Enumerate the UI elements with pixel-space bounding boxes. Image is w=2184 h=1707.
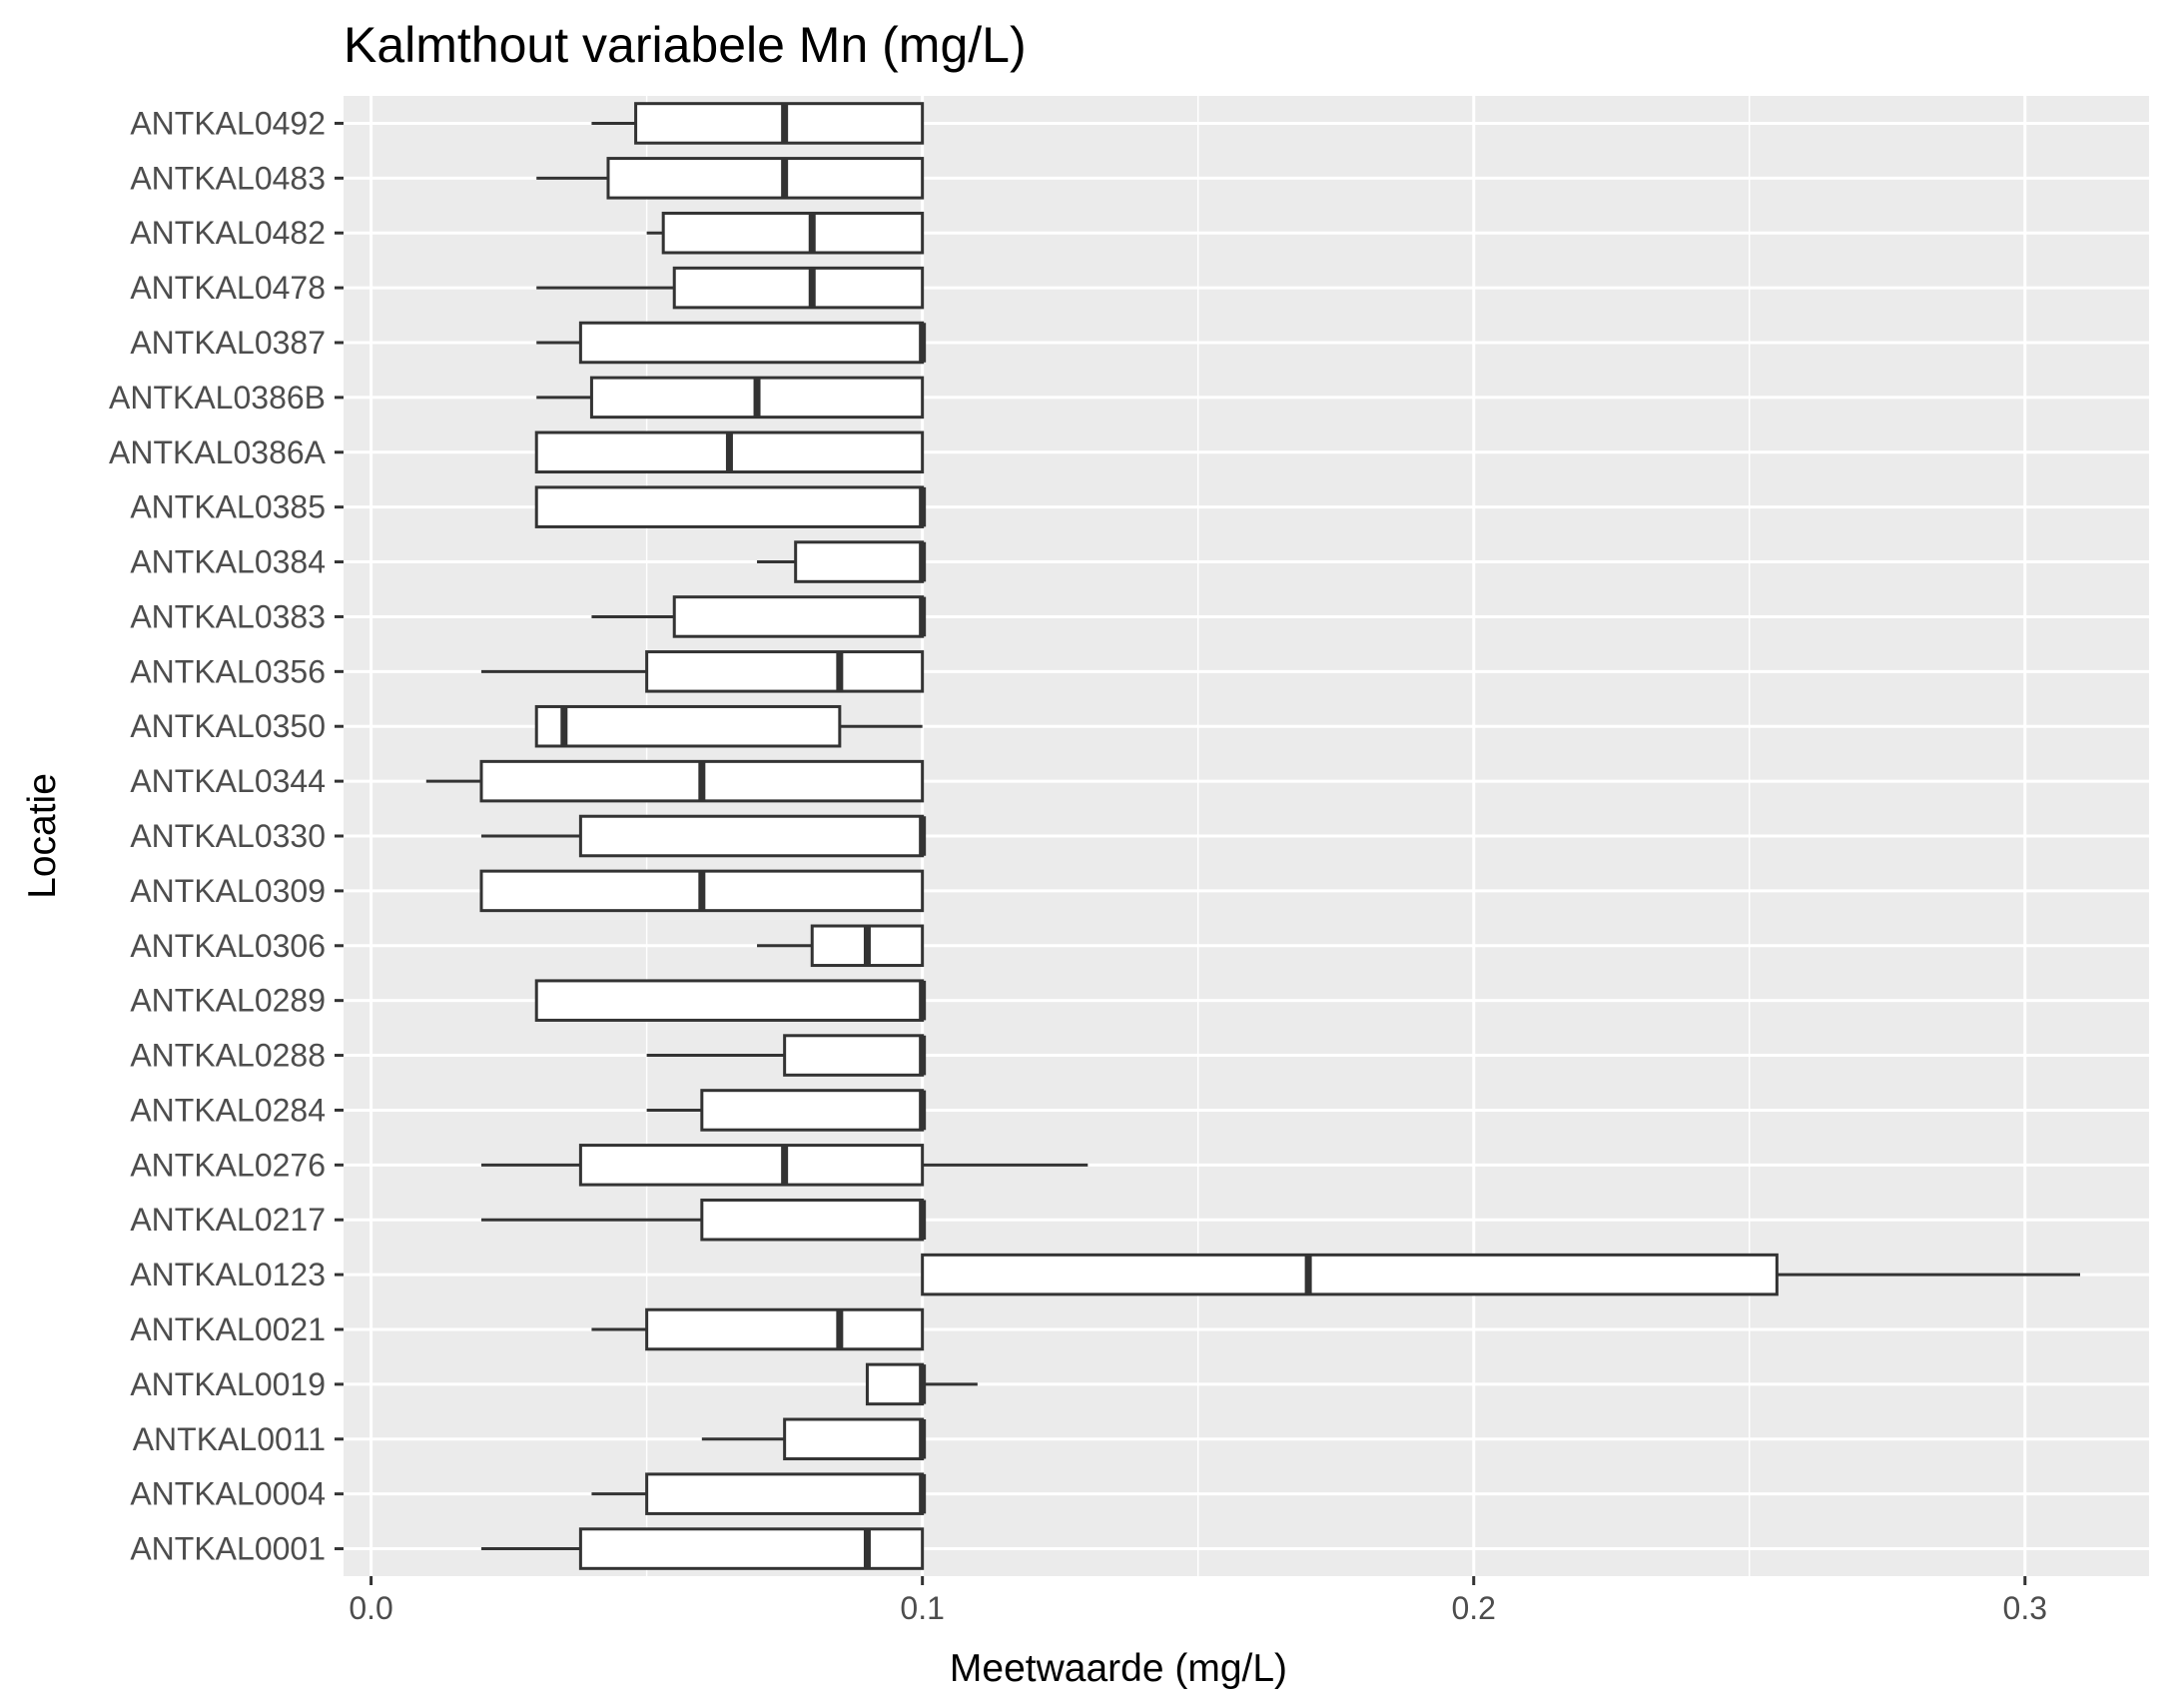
iqr-box — [578, 1144, 925, 1187]
box-ANTKAL0309 — [479, 869, 925, 913]
box-ANTKAL0021 — [591, 1307, 925, 1351]
iqr-box — [865, 1362, 925, 1406]
y-tick-label: ANTKAL0350 — [130, 708, 326, 744]
box-ANTKAL0330 — [481, 814, 927, 858]
box-ANTKAL0011 — [701, 1417, 927, 1461]
box-ANTKAL0123 — [921, 1253, 2080, 1296]
iqr-box — [634, 102, 925, 145]
y-tick-label: ANTKAL0385 — [130, 489, 326, 525]
iqr-box — [672, 266, 925, 310]
iqr-box — [783, 1417, 925, 1461]
box-ANTKAL0288 — [646, 1034, 927, 1077]
box-ANTKAL0284 — [646, 1089, 927, 1132]
chart-title: Kalmthout variabele Mn (mg/L) — [344, 17, 1027, 73]
box-ANTKAL0001 — [481, 1527, 925, 1570]
y-tick-label: ANTKAL0021 — [130, 1311, 326, 1347]
y-axis: ANTKAL0492 ANTKAL0483 ANTKAL0482 ANTKAL0478… — [109, 105, 344, 1567]
y-tick-label: ANTKAL0284 — [130, 1092, 326, 1128]
iqr-box — [700, 1089, 925, 1132]
iqr-box — [606, 157, 925, 200]
y-tick-label: ANTKAL0309 — [130, 873, 326, 909]
y-tick-label: ANTKAL0289 — [130, 983, 326, 1019]
box-ANTKAL0289 — [534, 979, 927, 1022]
iqr-box — [534, 485, 925, 528]
box-ANTKAL0019 — [865, 1362, 978, 1406]
x-axis: 0.0 0.1 0.2 0.3 — [349, 1576, 2047, 1626]
x-tick-label: 0.3 — [2003, 1590, 2047, 1626]
box-ANTKAL0385 — [534, 485, 927, 528]
iqr-box — [578, 814, 925, 858]
y-tick-label: ANTKAL0386B — [109, 380, 326, 416]
box-ANTKAL0306 — [757, 924, 925, 968]
box-ANTKAL0217 — [481, 1198, 927, 1242]
iqr-box — [578, 321, 925, 365]
box-ANTKAL0276 — [481, 1144, 1089, 1187]
y-tick-label: ANTKAL0011 — [133, 1421, 326, 1457]
y-tick-label: ANTKAL0483 — [130, 160, 326, 196]
x-tick-label: 0.2 — [1451, 1590, 1495, 1626]
iqr-box — [578, 1527, 925, 1570]
y-tick-label: ANTKAL0288 — [130, 1038, 326, 1074]
iqr-box — [700, 1198, 925, 1242]
iqr-box — [645, 1307, 925, 1351]
y-tick-label: ANTKAL0478 — [130, 270, 326, 306]
iqr-box — [794, 540, 925, 583]
x-axis-title: Meetwaarde (mg/L) — [950, 1647, 1287, 1690]
y-tick-label: ANTKAL0384 — [130, 544, 326, 580]
iqr-box — [661, 211, 925, 255]
box-ANTKAL0384 — [757, 540, 927, 583]
iqr-box — [783, 1034, 925, 1077]
box-ANTKAL0387 — [536, 321, 927, 365]
y-tick-label: ANTKAL0019 — [130, 1366, 326, 1402]
iqr-box — [672, 595, 925, 638]
y-tick-label: ANTKAL0001 — [130, 1531, 326, 1567]
y-tick-label: ANTKAL0482 — [130, 215, 326, 251]
box-ANTKAL0482 — [646, 211, 925, 255]
y-axis-title: Locatie — [21, 773, 64, 899]
boxes — [425, 102, 2080, 1570]
grid-lines — [344, 96, 2149, 1576]
y-tick-label: ANTKAL0387 — [130, 325, 326, 361]
y-tick-label: ANTKAL0276 — [130, 1147, 326, 1183]
box-ANTKAL0356 — [481, 650, 925, 693]
box-ANTKAL0492 — [591, 102, 925, 145]
box-ANTKAL0383 — [591, 595, 927, 638]
y-tick-label: ANTKAL0123 — [130, 1257, 326, 1292]
x-tick-label: 0.1 — [900, 1590, 944, 1626]
iqr-box — [534, 979, 925, 1022]
y-tick-label: ANTKAL0330 — [130, 818, 326, 854]
box-ANTKAL0344 — [425, 759, 925, 803]
y-tick-label: ANTKAL0344 — [130, 763, 326, 799]
y-tick-label: ANTKAL0217 — [130, 1202, 326, 1238]
x-tick-label: 0.0 — [349, 1590, 392, 1626]
y-tick-label: ANTKAL0306 — [130, 928, 326, 964]
iqr-box — [645, 650, 925, 693]
box-ANTKAL0004 — [591, 1472, 927, 1515]
box-ANTKAL0478 — [536, 266, 925, 310]
box-ANTKAL0386A — [534, 430, 925, 474]
iqr-box — [921, 1253, 1779, 1296]
y-tick-label: ANTKAL0386A — [109, 434, 327, 470]
box-ANTKAL0350 — [534, 704, 923, 748]
y-tick-label: ANTKAL0004 — [130, 1476, 326, 1512]
iqr-box — [534, 704, 842, 748]
box-ANTKAL0386B — [536, 376, 925, 420]
box-ANTKAL0483 — [536, 157, 925, 200]
iqr-box — [645, 1472, 925, 1515]
y-tick-label: ANTKAL0356 — [130, 653, 326, 689]
y-tick-label: ANTKAL0492 — [130, 105, 326, 141]
y-tick-label: ANTKAL0383 — [130, 598, 326, 634]
